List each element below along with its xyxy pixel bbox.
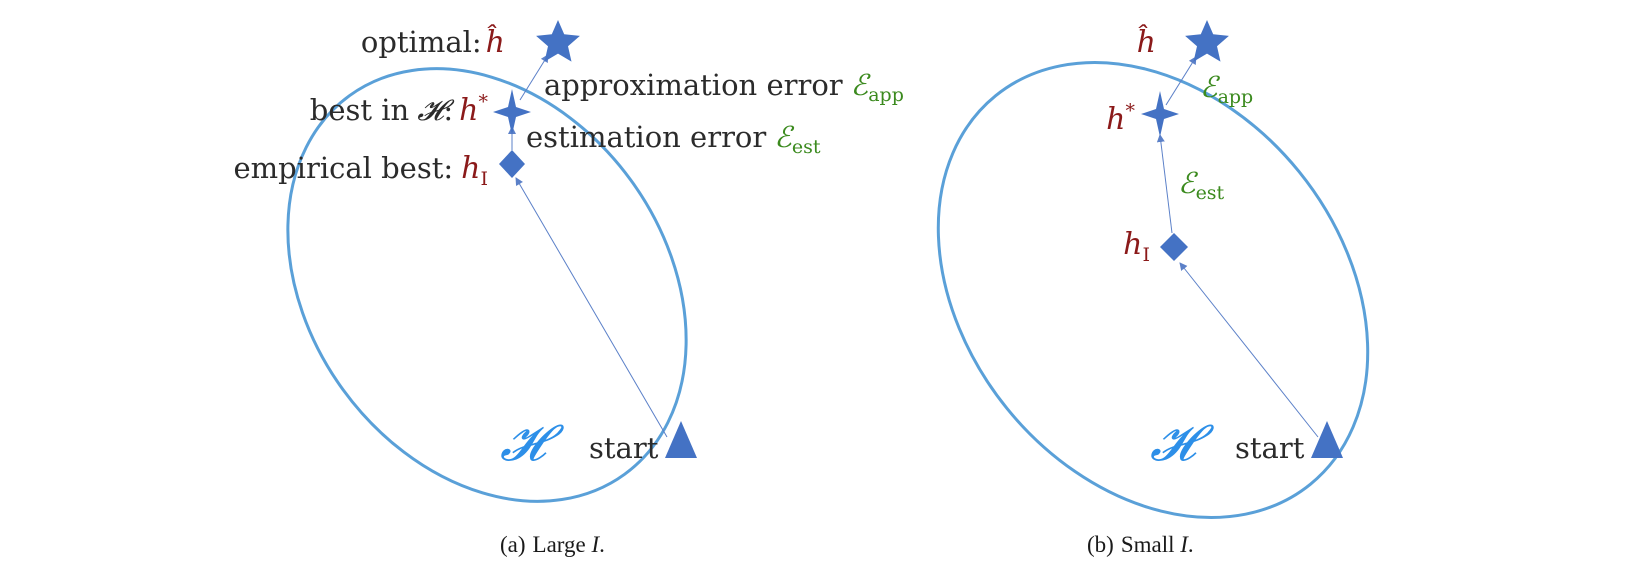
caption-b-var: I [1179, 532, 1189, 557]
error-symbol-est-b: ℰ [1178, 166, 1199, 200]
caption-b-prefix: (b) [1087, 532, 1114, 557]
hypothesis-space-symbol: 𝓗 [500, 414, 565, 472]
h-star-group-b: h* [1106, 100, 1135, 137]
h-I-symbol: h [461, 151, 480, 186]
start-triangle-marker-b [1311, 421, 1343, 458]
start-triangle-marker [665, 421, 697, 458]
arrow-start-to-empirical [515, 177, 668, 438]
app-subscript: app [868, 84, 904, 106]
h-star-symbol-b: h [1106, 102, 1125, 137]
best-star-marker [493, 89, 531, 135]
caption-a-prefix: (a) [500, 532, 526, 557]
h-I-group-b: hI [1123, 227, 1150, 266]
caption-a-var: I [591, 532, 601, 557]
I-subscript-b: I [1142, 244, 1150, 266]
empirical-label-group: empirical best: hI [233, 151, 488, 190]
star-superscript-b: * [1126, 100, 1136, 122]
I-subscript: I [480, 168, 488, 190]
est-subscript-b: est [1196, 182, 1225, 204]
approx-error-group: approximation error ℰapp [544, 68, 904, 106]
approx-error-label: approximation error [544, 68, 843, 102]
app-subscript-b: app [1218, 86, 1254, 108]
arrow-empirical-to-best-b [1156, 134, 1173, 234]
hypothesis-space-ellipse-b [936, 61, 1370, 519]
arrow-best-to-optimal-b [1165, 56, 1197, 106]
optimal-label: optimal: [361, 25, 482, 59]
best-label: best in [310, 93, 409, 127]
caption-b: (b) Small I. [1087, 532, 1194, 557]
best-colon: : [443, 93, 453, 127]
optimal-star-marker [536, 20, 580, 62]
star-superscript: * [479, 91, 489, 113]
panel-b: ĥ ℰapp h* ℰest hI 𝓗 start (b) Small I. [936, 20, 1370, 557]
optimal-label-group: optimal: ĥ [361, 24, 505, 60]
best-star-marker-b [1141, 91, 1179, 137]
caption-b-text: Small [1121, 532, 1180, 557]
arrow-best-to-optimal [519, 54, 549, 101]
estimation-error-group: estimation error ℰest [526, 120, 821, 158]
estimation-error-group-b: ℰest [1178, 166, 1225, 204]
empirical-diamond-marker-b [1160, 233, 1188, 261]
caption-a-end: . [599, 532, 605, 557]
start-label: start [589, 431, 659, 465]
estimation-error-label: estimation error [526, 120, 766, 154]
caption-b-end: . [1188, 532, 1194, 557]
optimal-star-marker-b [1185, 20, 1229, 62]
error-symbol-est: ℰ [774, 120, 795, 154]
caption-a: (a) Large I. [500, 532, 605, 557]
best-label-group: best in 𝓗: h* [310, 91, 489, 128]
h-hat-symbol: ĥ [486, 24, 505, 60]
error-symbol-app-b: ℰ [1200, 70, 1221, 104]
hypothesis-space-ellipse [286, 67, 688, 503]
error-symbol-app: ℰ [851, 68, 872, 102]
caption-a-text: Large [533, 532, 592, 557]
hypothesis-space-symbol-b: 𝓗 [1150, 414, 1215, 472]
approx-error-group-b: ℰapp [1200, 70, 1253, 108]
empirical-diamond-marker [499, 150, 525, 178]
h-hat-symbol-b: ĥ [1137, 24, 1156, 60]
panel-a: optimal: ĥ approximation error ℰapp best i… [233, 20, 904, 557]
h-star-symbol: h [459, 93, 478, 128]
empirical-label: empirical best: [233, 151, 453, 185]
start-label-b: start [1235, 431, 1305, 465]
arrow-start-to-empirical-b [1179, 262, 1319, 438]
est-subscript: est [792, 136, 821, 158]
h-I-symbol-b: h [1123, 227, 1142, 262]
